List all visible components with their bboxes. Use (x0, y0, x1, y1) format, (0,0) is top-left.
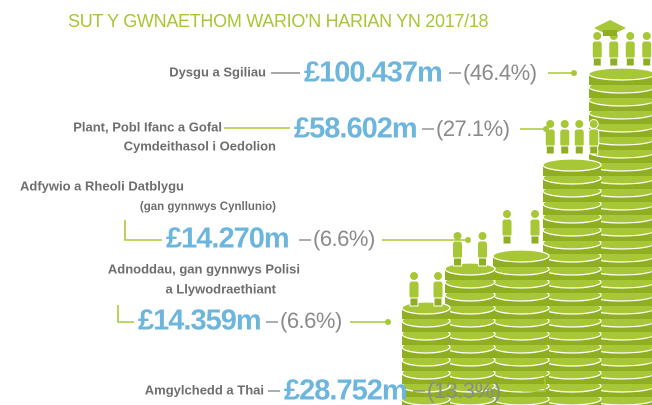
figure (531, 236, 539, 244)
figure (503, 210, 512, 219)
figure (643, 58, 651, 66)
figure (590, 146, 598, 154)
percent: (27.1%) (436, 116, 510, 141)
infographic: SUT Y GWNAETHOM WARIO'N HARIAN YN 2017/1… (0, 0, 652, 405)
label: Plant, Pobl Ifanc a Gofal (73, 119, 222, 134)
connector-dot (543, 126, 549, 132)
figure (530, 219, 540, 237)
connector (118, 305, 134, 322)
figure (593, 58, 601, 66)
figure (575, 120, 584, 129)
amount: £28.752m (284, 375, 407, 405)
figure (478, 232, 487, 241)
figure (410, 298, 418, 306)
figure (503, 236, 511, 244)
label: Dysgu a Sgiliau (169, 64, 266, 79)
figure (589, 129, 599, 147)
connector-dot (465, 237, 471, 243)
figure (560, 129, 570, 147)
figure (453, 232, 462, 241)
percent: (13.3%) (427, 378, 501, 403)
percent: (6.6%) (280, 308, 342, 333)
figure (434, 298, 442, 306)
coin (402, 302, 450, 314)
figure (609, 41, 619, 59)
figure (626, 58, 634, 66)
figure (453, 241, 463, 259)
connector (125, 220, 162, 240)
label: a Llywodraethiant (165, 281, 276, 296)
amount: £14.359m (138, 305, 261, 337)
figure (546, 146, 554, 154)
figure (454, 258, 462, 266)
figure (560, 120, 569, 129)
title: SUT Y GWNAETHOM WARIO'N HARIAN YN 2017/1… (68, 11, 489, 31)
figure (625, 41, 635, 59)
label: Adfywio a Rheoli Datblygu (20, 178, 184, 193)
connector-dot (571, 70, 577, 76)
figure (561, 146, 569, 154)
figure (433, 281, 443, 299)
figure (575, 146, 583, 154)
figure (502, 219, 512, 237)
amount: £58.602m (294, 113, 417, 145)
figure (642, 41, 652, 59)
amount: £14.270m (166, 223, 289, 255)
figure (478, 241, 488, 259)
figure (626, 32, 635, 41)
connector-dot (385, 319, 391, 325)
figure (410, 272, 419, 281)
coin (445, 263, 495, 275)
figure (592, 41, 602, 59)
figure (593, 32, 602, 41)
figure (434, 272, 443, 281)
percent: (6.6%) (313, 226, 375, 251)
amount: £100.437m (304, 57, 442, 89)
coin (493, 250, 549, 262)
label: Adnoddau, gan gynnwys Polisi (108, 261, 300, 276)
label: Amgylchedd a Thai (145, 382, 264, 397)
figure (642, 32, 651, 41)
coin (543, 159, 601, 171)
figure (409, 281, 419, 299)
figure (531, 210, 540, 219)
figure (610, 58, 618, 66)
label: Cymdeithasol i Oedolion (124, 138, 276, 153)
figure (479, 258, 487, 266)
figure (574, 129, 584, 147)
cap (603, 30, 617, 36)
figure (589, 120, 598, 129)
label: (gan gynnwys Cynllunio) (140, 201, 276, 213)
percent: (46.4%) (463, 60, 537, 85)
coin (589, 68, 652, 80)
